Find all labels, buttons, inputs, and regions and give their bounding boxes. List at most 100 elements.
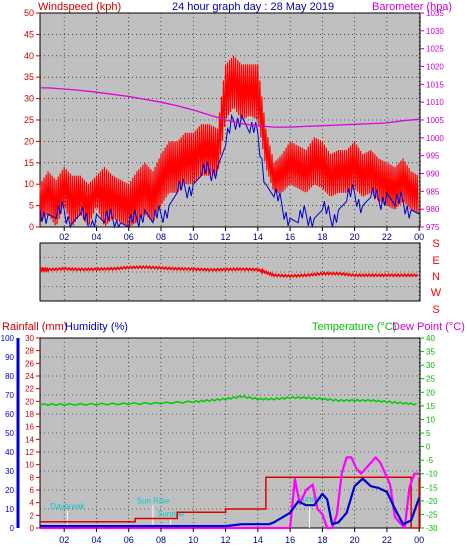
dewpoint-series: [40, 456, 420, 530]
barometer-series: [40, 87, 420, 128]
humidity-series: [40, 477, 421, 528]
sun-marker-label: Daybreak: [50, 502, 85, 511]
temperature-tick-label: 0: [426, 443, 431, 452]
temperature-tick-label: -25: [426, 510, 438, 519]
humidity-tick-label: 80: [5, 372, 14, 381]
top-x-tick-label: 14: [253, 232, 263, 242]
rainfall-tick-label: 4: [30, 499, 35, 508]
direction-label: S: [432, 304, 439, 316]
humidity-axis-label: Humidity (%): [65, 321, 128, 333]
temperature-series: [39, 395, 417, 407]
top-x-tick-label: 22: [382, 232, 392, 242]
humidity-tick-label: 70: [5, 391, 14, 400]
barometer-tick-label: 1000: [426, 134, 444, 143]
barometer-tick-label: 1010: [426, 98, 444, 107]
bottom-x-tick-label: 08: [156, 535, 166, 545]
bottom-x-tick-label: 06: [124, 535, 134, 545]
temperature-tick-label: -5: [426, 456, 434, 465]
wind-direction-series: [39, 264, 419, 279]
rainfall-tick-label: 14: [25, 435, 34, 444]
bottom-x-tick-label: 00: [414, 535, 424, 545]
humidity-tick-label: 20: [5, 486, 14, 495]
temperature-tick-label: 10: [426, 415, 435, 424]
rainfall-tick-label: 10: [25, 461, 34, 470]
bottom-x-tick-label: 22: [382, 535, 392, 545]
direction-label: W: [431, 287, 442, 299]
temperature-tick-label: 25: [426, 375, 435, 384]
windspeed-tick-label: 10: [24, 179, 34, 189]
windspeed-tick-label: 5: [29, 201, 34, 211]
bottom-x-tick-label: 16: [285, 535, 295, 545]
barometer-tick-label: 1015: [426, 80, 444, 89]
sun-marker-label: Sun Rise: [137, 496, 170, 505]
temperature-tick-label: 15: [426, 402, 435, 411]
bottom-series: Daybreak Sun Rise Sunrise Sunset: [39, 395, 421, 530]
barometer-tick-label: 975: [426, 223, 440, 232]
windspeed-tick-label: 0: [29, 222, 34, 232]
rainfall-tick-label: 18: [25, 410, 34, 419]
barometer-axis-label: Barometer (hpa): [372, 1, 452, 13]
bottom-x-tick-label: 18: [317, 535, 327, 545]
rainfall-tick-label: 16: [25, 423, 34, 432]
temperature-tick-label: 5: [426, 429, 431, 438]
humidity-tick-label: 10: [5, 505, 14, 514]
top-x-tick-label: 12: [221, 232, 231, 242]
windspeed-tick-label: 20: [24, 136, 34, 146]
humidity-tick-label: 0: [10, 524, 15, 533]
windspeed-tick-label: 30: [24, 94, 34, 104]
direction-label: E: [432, 255, 439, 267]
bottom-axes: 02 04 06 08 10 12 14 16 18 20 22 001009080706050403…: [1, 334, 438, 545]
direction-label: S: [432, 238, 439, 250]
sun-marker-label: Sunset: [297, 494, 323, 503]
temperature-tick-label: -30: [426, 524, 438, 533]
humidity-tick-label: 90: [5, 353, 14, 362]
top-x-tick-label: 08: [156, 232, 166, 242]
rainfall-tick-label: 20: [25, 397, 34, 406]
rainfall-tick-label: 6: [30, 486, 35, 495]
top-x-tick-label: 04: [91, 232, 101, 242]
wind-average-series: [39, 113, 420, 229]
windspeed-tick-label: 15: [24, 158, 34, 168]
top-axes: 02 04 06 08 10 12 14 16 18 20 22 005045403530252015…: [24, 8, 444, 242]
direction-series: [39, 264, 419, 279]
barometer-tick-label: 985: [426, 187, 440, 196]
bottom-x-tick-label: 20: [350, 535, 360, 545]
direction-label: N: [432, 271, 440, 283]
barometer-tick-label: 1025: [426, 45, 444, 54]
bottom-x-tick-label: 04: [91, 535, 101, 545]
temperature-axis-label: Temperature (°C): [312, 321, 396, 333]
top-chart-title: 24 hour graph day : 28 May 2019: [172, 1, 334, 13]
humidity-tick-label: 50: [5, 429, 14, 438]
barometer-tick-label: 1030: [426, 27, 444, 36]
temperature-tick-label: 20: [426, 388, 435, 397]
dewpoint-axis-label: Dew Point (°C): [392, 321, 465, 333]
barometer-tick-label: 1035: [426, 9, 444, 18]
humidity-tick-label: 60: [5, 410, 14, 419]
temperature-tick-label: -10: [426, 470, 438, 479]
rainfall-tick-label: 24: [25, 372, 34, 381]
direction-grid: [40, 243, 420, 301]
temperature-tick-label: 40: [426, 334, 435, 343]
top-x-tick-label: 18: [317, 232, 327, 242]
bottom-x-tick-label: 12: [221, 535, 231, 545]
temperature-tick-label: 30: [426, 361, 435, 370]
sun-marker-label: Sunrise: [157, 510, 185, 519]
barometer-tick-label: 990: [426, 170, 440, 179]
rainfall-tick-label: 26: [25, 359, 34, 368]
top-x-tick-label: 16: [285, 232, 295, 242]
windspeed-tick-label: 25: [24, 115, 34, 125]
rainfall-tick-label: 0: [30, 524, 35, 533]
windspeed-tick-label: 50: [24, 8, 34, 18]
windspeed-tick-label: 45: [24, 29, 34, 39]
rainfall-tick-label: 30: [25, 334, 34, 343]
humidity-tick-label: 40: [5, 448, 14, 457]
rainfall-series: [40, 476, 420, 529]
humidity-tick-label: 100: [1, 334, 15, 343]
top-x-tick-label: 10: [188, 232, 198, 242]
rainfall-tick-label: 28: [25, 347, 34, 356]
top-x-tick-label: 00: [414, 232, 424, 242]
rainfall-tick-label: 12: [25, 448, 34, 457]
windspeed-tick-label: 35: [24, 72, 34, 82]
